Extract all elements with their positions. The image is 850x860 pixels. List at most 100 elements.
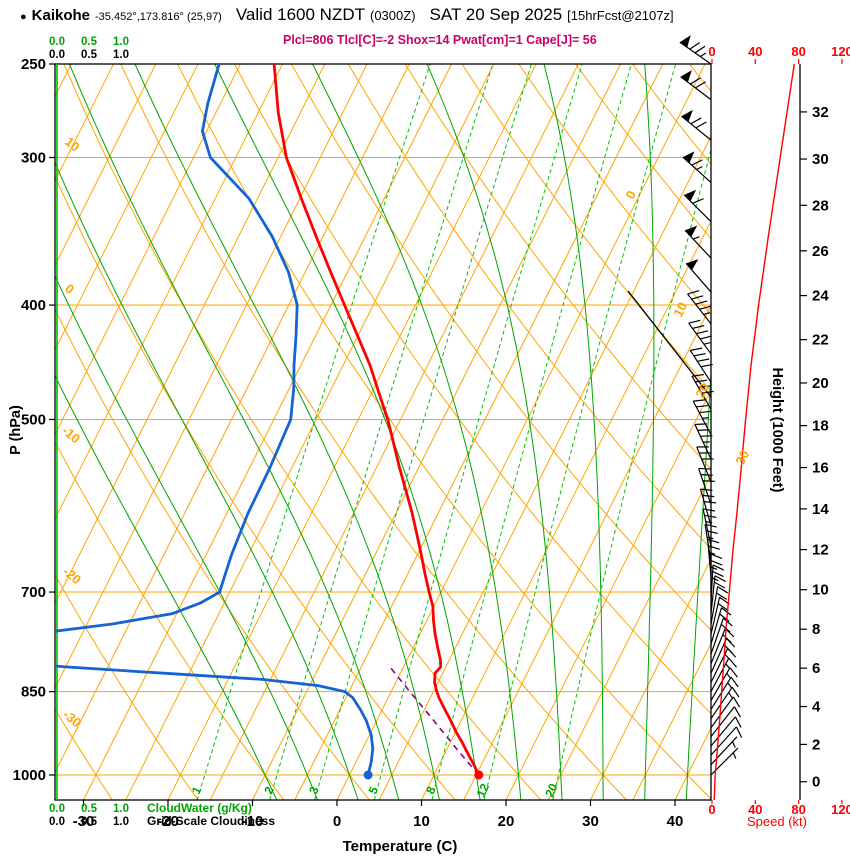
wind-barb-staff <box>683 194 712 223</box>
wind-barb-full <box>712 570 724 578</box>
wind-barb-full <box>710 559 723 566</box>
wind-barb-full <box>714 575 726 582</box>
wind-barb-full <box>729 667 738 678</box>
height-axis-label: 20 <box>812 375 829 392</box>
cloudwater-scale-bottom: 0.0 0.5 1.0 CloudWater (g/Kg) <box>41 801 252 815</box>
dry-adiabat-label: -10 <box>59 423 83 447</box>
moist-adiabat-line <box>134 64 440 800</box>
wind-barb-full <box>693 399 706 402</box>
moist-adiabat-line <box>685 365 711 800</box>
wind-barb-staff <box>710 586 719 625</box>
dry-adiabat-line <box>518 64 711 315</box>
mixing-ratio-label: 2 <box>261 784 277 796</box>
wind-barb-flag <box>680 70 692 83</box>
wind-barb-full <box>721 607 732 616</box>
dry-adiabat-line <box>63 64 542 800</box>
dry-adiabat-line <box>290 64 711 632</box>
cloudwater-tick: 0.5 <box>81 803 97 815</box>
isotherm-label: 20 <box>692 381 712 401</box>
dry-adiabat-line <box>55 308 370 800</box>
mixing-ratio-line <box>431 64 632 800</box>
temperature-axis-label: 10 <box>413 813 430 830</box>
cloudiness-tick: 0.5 <box>81 816 97 828</box>
wind-barb-staff <box>710 564 714 603</box>
wind-barb-staff <box>704 524 712 562</box>
temperature-axis-label: -20 <box>157 813 179 830</box>
pressure-axis-label: 400 <box>21 297 46 314</box>
wind-barb-half <box>696 166 703 171</box>
wind-barb-full <box>695 379 708 383</box>
isotherm-line <box>125 64 495 800</box>
temperature-axis-label: 40 <box>667 813 684 830</box>
wind-barb-full <box>697 429 710 432</box>
mixing-ratio-label: 3 <box>306 784 322 796</box>
wind-barb-full <box>701 390 714 394</box>
wind-barb-staff <box>710 696 734 729</box>
isotherm-line <box>505 388 711 800</box>
wind-barb-full <box>717 586 729 594</box>
dry-adiabat-line <box>55 440 285 800</box>
wind-barb-full <box>724 628 735 638</box>
wind-barb-full <box>693 352 706 357</box>
isotherm-line <box>378 135 711 800</box>
wind-barb-full <box>699 335 712 340</box>
wind-barb-staff <box>710 736 738 766</box>
wind-barb-full <box>717 603 729 611</box>
wind-barb-full <box>689 42 701 50</box>
wind-barb-full <box>704 514 717 518</box>
dry-adiabat-line <box>55 708 113 800</box>
isotherm-line <box>55 64 368 690</box>
wind-barb-full <box>692 324 705 330</box>
wind-barb-full <box>710 553 723 560</box>
wind-barb-full <box>691 159 703 166</box>
height-axis-label: 4 <box>812 699 821 716</box>
isotherm-line <box>55 64 410 774</box>
height-axis-label: 12 <box>812 542 829 559</box>
wind-barb-full <box>688 319 701 324</box>
wind-barb-flag <box>682 151 695 164</box>
pressure-axis-label: 1000 <box>13 767 46 784</box>
wind-barb-staff <box>710 667 731 701</box>
wind-barb-half <box>703 312 711 316</box>
wind-barb-staff <box>692 400 712 435</box>
wind-barb-full <box>700 363 713 368</box>
wind-barb-flag <box>686 259 699 271</box>
wind-barb-staff <box>710 706 735 738</box>
isotherm-line <box>209 64 579 800</box>
wind-barb-flag <box>685 225 698 237</box>
mixing-ratio-label: 1 <box>189 784 205 796</box>
wind-barb-full <box>699 305 712 310</box>
wind-barb-full <box>714 581 726 589</box>
dry-adiabat-label: 0 <box>62 281 77 297</box>
wind-barb-staff <box>691 375 712 410</box>
moist-adiabat-line <box>214 64 481 800</box>
wind-barb-staff <box>710 597 721 635</box>
wind-barb-staff <box>710 575 716 614</box>
wind-barb-staff <box>710 657 730 692</box>
cloudiness-tick: 0.0 <box>49 49 65 61</box>
moist-adiabat-line <box>312 64 522 800</box>
isotherm-line <box>55 64 326 605</box>
isotherm-line <box>55 64 157 267</box>
cloudiness-scale-bottom: 0.0 0.5 1.0 Grid-Scale Cloudiness <box>41 814 275 828</box>
temperature-axis-label: -10 <box>242 813 264 830</box>
isotherm-line <box>463 304 711 800</box>
cloudwater-tick: 0.0 <box>49 36 65 48</box>
height-axis-label: 26 <box>812 243 829 260</box>
wind-barb-full <box>695 300 708 305</box>
header: ● Kaikohe -35.452°,173.816° (25,97) Vali… <box>20 5 674 25</box>
speed-axis-label-top: 0 <box>708 44 715 59</box>
wind-barb-half <box>732 752 737 759</box>
temperature-axis-label: 30 <box>582 813 599 830</box>
wind-barb-full <box>690 117 702 125</box>
grid-layer <box>55 64 711 800</box>
wind-barb-staff <box>710 628 726 664</box>
mixing-ratio-line <box>314 64 532 800</box>
height-axis-label: 2 <box>812 736 820 753</box>
mixing-ratio-line <box>196 64 431 800</box>
cloudiness-tick: 1.0 <box>113 816 129 828</box>
wind-barb-staff <box>699 488 712 526</box>
height-axis-label: 22 <box>812 332 829 349</box>
isotherm-line <box>632 642 711 800</box>
isotherm-label: 0 <box>622 188 639 201</box>
